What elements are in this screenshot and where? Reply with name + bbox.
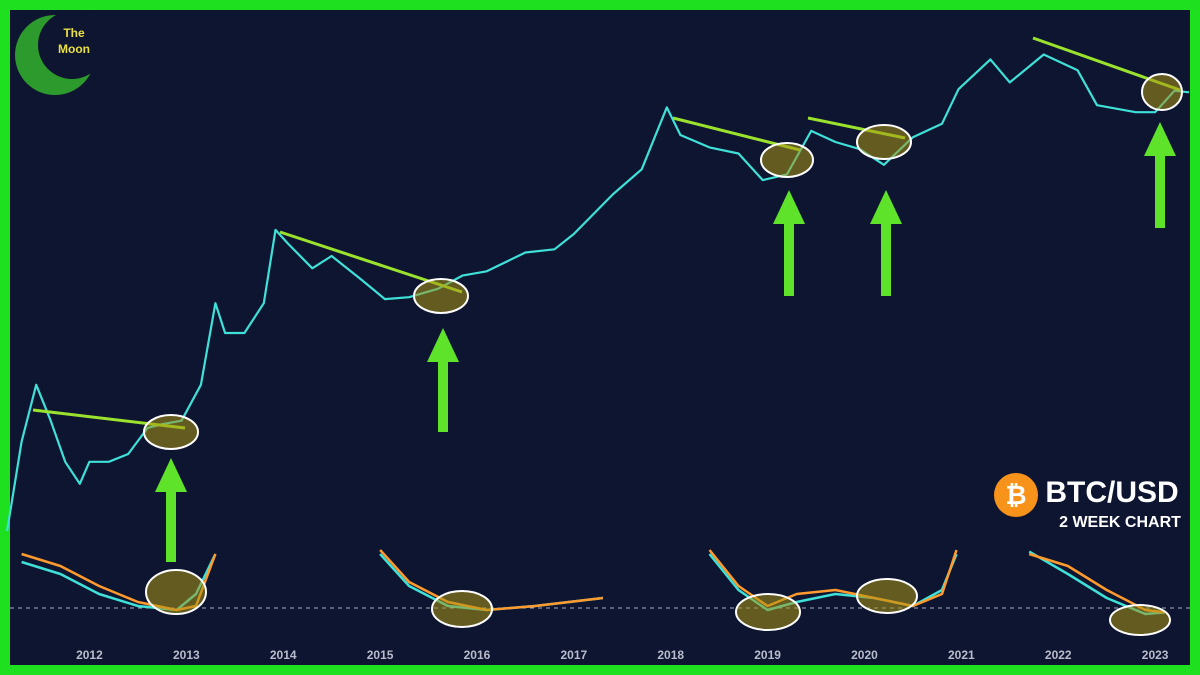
logo-text: Moon — [58, 42, 90, 56]
arrow — [155, 458, 187, 562]
arrow — [1144, 122, 1176, 228]
arrow — [427, 328, 459, 432]
arrow — [773, 190, 805, 296]
highlight — [1109, 604, 1171, 636]
x-tick-label: 2017 — [560, 648, 587, 662]
logo-shadow — [38, 11, 106, 79]
highlight — [143, 414, 199, 450]
arrow — [870, 190, 902, 296]
x-tick-label: 2022 — [1045, 648, 1072, 662]
highlight — [760, 142, 814, 178]
logo: The Moon — [15, 11, 106, 95]
highlight — [431, 590, 493, 628]
btc-symbol: ₿ — [1005, 480, 1026, 510]
highlight — [413, 278, 469, 314]
arrows — [155, 122, 1176, 562]
x-tick-label: 2013 — [173, 648, 200, 662]
x-tick-label: 2016 — [464, 648, 491, 662]
x-tick-label: 2015 — [367, 648, 394, 662]
highlight — [1141, 73, 1183, 111]
x-tick-label: 2018 — [657, 648, 684, 662]
x-tick-label: 2023 — [1142, 648, 1169, 662]
x-tick-label: 2020 — [851, 648, 878, 662]
highlights — [143, 73, 1183, 636]
x-tick-label: 2014 — [270, 648, 297, 662]
highlight — [145, 569, 207, 615]
x-tick-label: 2021 — [948, 648, 975, 662]
highlight — [735, 593, 801, 631]
highlight — [856, 578, 918, 614]
x-tick-label: 2012 — [76, 648, 103, 662]
chart-subtitle: 2 WEEK CHART — [1059, 514, 1181, 531]
highlight — [856, 124, 912, 160]
chart-title: BTC/USD — [1045, 476, 1178, 509]
btc-icon — [994, 473, 1038, 517]
x-tick-label: 2019 — [754, 648, 781, 662]
logo-text: The — [63, 26, 85, 40]
